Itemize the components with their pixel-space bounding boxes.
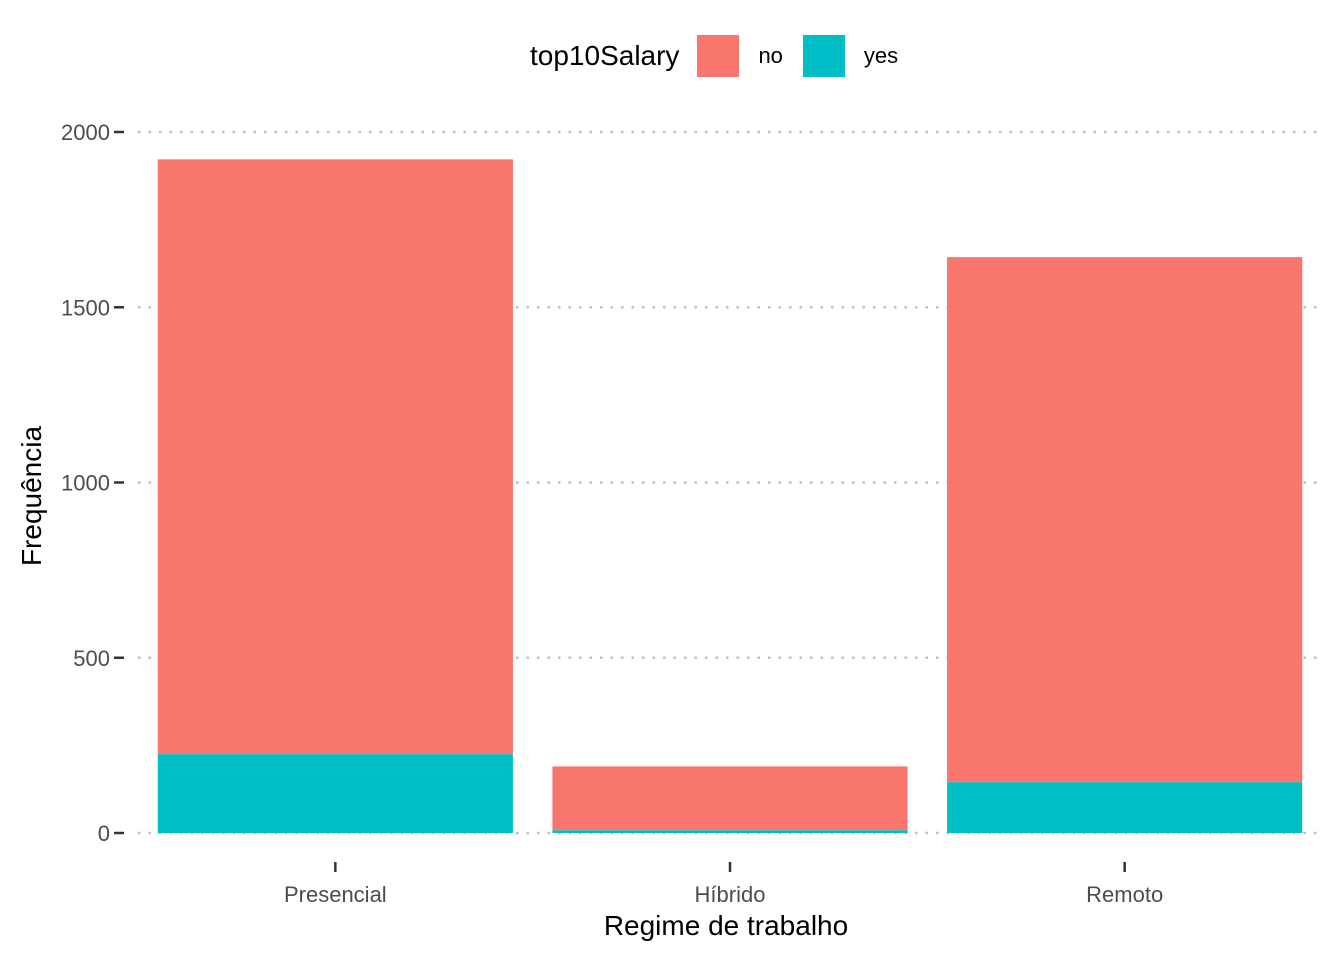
x-tick-label: Remoto — [1086, 882, 1163, 907]
x-tick-label: Híbrido — [695, 882, 766, 907]
bar-no — [157, 159, 513, 755]
x-axis: Presencial Híbrido Remoto — [284, 862, 1163, 907]
y-tick-label: 2000 — [61, 120, 110, 145]
y-axis-title: Frequência — [16, 425, 47, 567]
x-tick-label: Presencial — [284, 882, 387, 907]
legend-label-no: no — [758, 43, 783, 68]
legend-title: top10Salary — [530, 40, 680, 71]
bar-yes — [947, 782, 1303, 833]
bar-yes — [552, 830, 908, 833]
x-axis-title: Regime de trabalho — [603, 910, 849, 941]
bar-no — [947, 257, 1303, 783]
bars — [157, 159, 1303, 833]
y-axis: 0 500 1000 1500 2000 — [61, 120, 124, 846]
bar-yes — [157, 754, 513, 833]
y-tick-label: 1000 — [61, 471, 110, 496]
y-tick-label: 0 — [98, 821, 110, 846]
legend-key-no — [697, 35, 740, 77]
y-tick-label: 1500 — [61, 295, 110, 320]
legend: top10Salary no yes — [530, 34, 918, 78]
y-tick-label: 500 — [73, 646, 110, 671]
legend-label-yes: yes — [863, 43, 899, 68]
bar-no — [552, 766, 908, 831]
legend-key-yes — [802, 35, 845, 77]
